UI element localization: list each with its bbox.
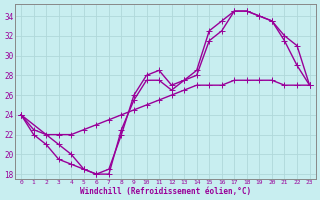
X-axis label: Windchill (Refroidissement éolien,°C): Windchill (Refroidissement éolien,°C) — [80, 187, 251, 196]
